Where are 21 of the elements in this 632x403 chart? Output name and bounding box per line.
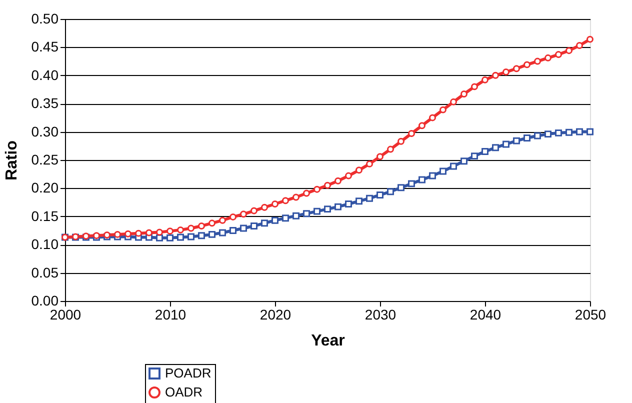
y-tick-label: 0.00: [31, 292, 59, 308]
y-tick-label: 0.15: [31, 208, 59, 224]
x-tick-label: 2020: [260, 306, 292, 322]
y-tick-label: 0.05: [31, 264, 59, 280]
y-tick-label: 0.25: [31, 152, 59, 168]
x-tick-label: 2050: [574, 306, 606, 322]
y-tick-label: 0.45: [31, 38, 59, 55]
y-tick-label: 0.40: [31, 66, 59, 83]
y-tick-label: 0.35: [31, 95, 59, 112]
x-tick-label: 2000: [50, 306, 82, 322]
y-tick-label: 0.10: [31, 236, 59, 252]
x-tick-label: 2030: [364, 306, 396, 322]
y-tick-label: 0.30: [31, 123, 59, 140]
x-tick-label: 2040: [470, 306, 502, 322]
legend-label: POADR: [165, 366, 212, 380]
x-axis-title: Year: [311, 332, 345, 350]
y-tick-label: 0.20: [31, 180, 59, 196]
legend-label: OADR: [165, 384, 203, 400]
x-tick-label: 2010: [154, 306, 186, 322]
y-tick-label: 0.50: [31, 10, 59, 26]
y-axis-title: Ratio: [3, 140, 20, 180]
